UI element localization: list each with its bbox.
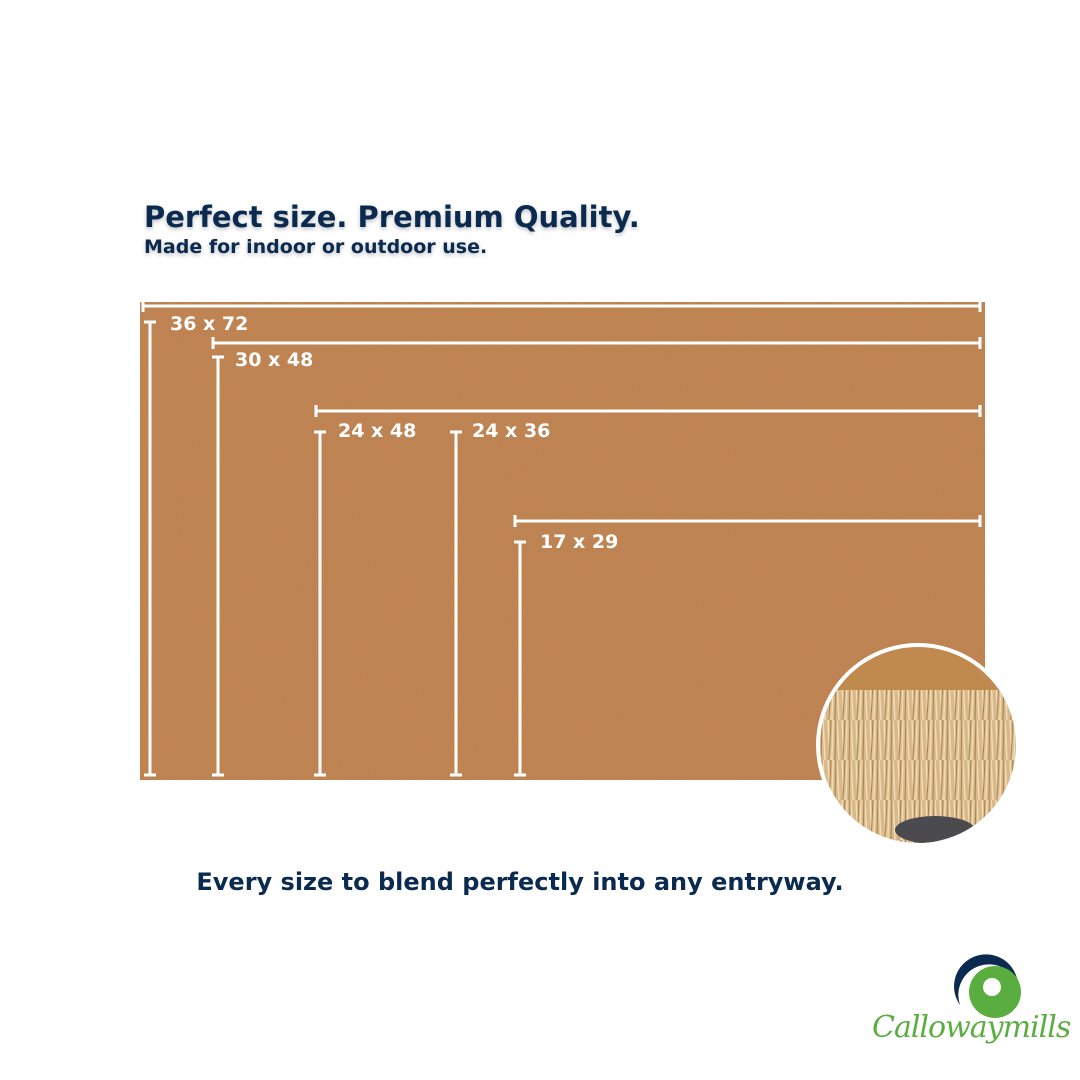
dimension-17x29 [513, 515, 982, 777]
callowaymills-logo-mark [954, 954, 1021, 1018]
dimension-24x48 [314, 405, 982, 777]
size-label-17x29: 17 x 29 [540, 531, 618, 553]
size-label-30x48: 30 x 48 [235, 349, 313, 371]
dimension-36x72 [141, 300, 982, 777]
fiber-closeup-image [816, 643, 1020, 847]
size-label-24x36: 24 x 36 [472, 420, 550, 442]
subheadline: Made for indoor or outdoor use. [144, 236, 488, 258]
tagline: Every size to blend perfectly into any e… [196, 868, 844, 896]
headline: Perfect size. Premium Quality. [144, 200, 640, 234]
dimension-24x36 [450, 430, 462, 777]
dimension-30x48 [211, 337, 982, 777]
size-label-24x48: 24 x 48 [338, 420, 416, 442]
brand-logo-wordmark: Callowaymills [872, 1010, 1071, 1045]
size-label-36x72: 36 x 72 [170, 313, 248, 335]
